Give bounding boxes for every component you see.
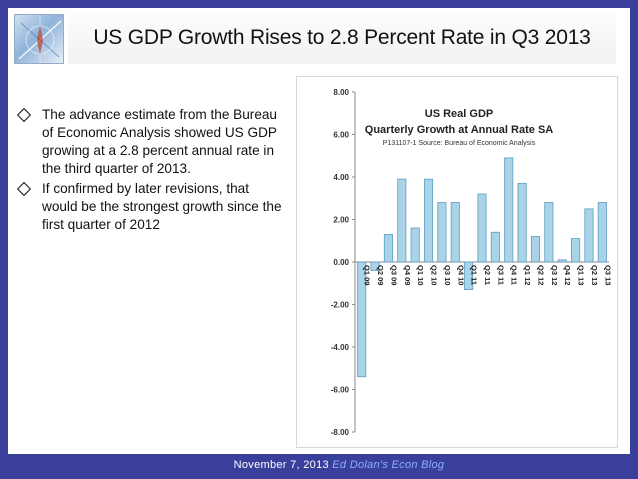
bar-q1-12 <box>517 182 527 263</box>
y-tick-label: -6.00 <box>331 386 350 395</box>
bar-q3-09 <box>383 233 393 263</box>
diamond-bullet-icon <box>16 181 32 197</box>
text-panel <box>12 70 294 448</box>
category-label: Q2 12 <box>536 265 545 285</box>
bullet-list: The advance estimate from the Bureau of … <box>12 106 282 236</box>
category-label: Q3 11 <box>496 265 505 285</box>
bar-q1-11 <box>464 261 474 291</box>
category-label: Q3 12 <box>550 265 559 285</box>
diamond-bullet-icon <box>16 107 32 123</box>
y-tick-label: 2.00 <box>333 216 349 225</box>
bar-q3-12 <box>544 202 554 263</box>
y-tick-label: 8.00 <box>333 88 349 97</box>
bar-q4-11 <box>504 157 514 263</box>
footer-date: November 7, 2013 <box>233 459 329 471</box>
bar-q3-13 <box>597 202 607 263</box>
category-label: Q2 09 <box>376 265 385 285</box>
y-tick-label: -2.00 <box>331 301 350 310</box>
y-tick-label: -4.00 <box>331 343 350 352</box>
bar-q4-10 <box>450 202 460 263</box>
footer: November 7, 2013 Ed Dolan's Econ Blog <box>20 459 638 475</box>
category-label: Q1 10 <box>416 265 425 285</box>
category-label: Q1 12 <box>523 265 532 285</box>
category-label: Q1 13 <box>577 265 586 285</box>
category-label: Q1 11 <box>470 265 479 285</box>
title-bar: US GDP Growth Rises to 2.8 Percent Rate … <box>68 12 616 64</box>
bar-q1-10 <box>410 227 420 263</box>
chart-source: P131107-1 Source: Bureau of Economic Ana… <box>383 140 536 147</box>
bullet-text: The advance estimate from the Bureau of … <box>42 107 277 176</box>
bar-q2-12 <box>530 236 541 263</box>
category-label: Q2 13 <box>590 265 599 285</box>
category-label: Q3 09 <box>389 265 398 285</box>
category-label: Q4 09 <box>403 265 412 285</box>
gdp-chart-frame: -8.00 -6.00 -4.00 -2.00 0.00 2.00 4.00 6.00 8.00… <box>296 76 618 448</box>
category-label: Q1 09 <box>363 265 372 285</box>
bar-q1-09 <box>357 261 367 378</box>
bar-q2-11 <box>477 193 487 263</box>
bullet-item: The advance estimate from the Bureau of … <box>12 106 282 178</box>
gdp-bar-chart: -8.00 -6.00 -4.00 -2.00 0.00 2.00 4.00 6.00 8.00… <box>331 88 613 437</box>
y-tick-label: 6.00 <box>333 131 349 140</box>
bar-q4-12 <box>557 259 567 263</box>
bar-q2-10 <box>423 178 434 263</box>
bullet-item: If confirmed by later revisions, that wo… <box>12 180 282 234</box>
bar-q2-13 <box>584 208 594 263</box>
category-label: Q2 11 <box>483 265 492 285</box>
compass-logo-icon <box>14 14 64 64</box>
slide-title: US GDP Growth Rises to 2.8 Percent Rate … <box>93 26 591 49</box>
bullet-text: If confirmed by later revisions, that wo… <box>42 181 282 232</box>
category-label: Q4 11 <box>510 265 519 285</box>
category-label: Q2 10 <box>430 265 439 285</box>
y-tick-label: 4.00 <box>333 173 349 182</box>
category-label: Q3 13 <box>603 265 612 285</box>
category-label: Q4 12 <box>563 265 572 285</box>
bar-q3-10 <box>437 202 447 263</box>
chart-subtitle: Quarterly Growth at Annual Rate SA <box>365 124 554 136</box>
footer-blog: Ed Dolan's Econ Blog <box>332 459 445 471</box>
bar-q2-09 <box>370 261 380 271</box>
bar-q4-09 <box>397 178 407 263</box>
bar-q3-11 <box>490 231 500 263</box>
chart-title: US Real GDP <box>425 108 493 120</box>
y-tick-label: 0.00 <box>333 258 349 267</box>
y-tick-label: -8.00 <box>331 428 350 437</box>
category-label: Q3 10 <box>443 265 452 285</box>
bar-q1-13 <box>571 238 581 263</box>
category-label: Q4 10 <box>456 265 465 285</box>
